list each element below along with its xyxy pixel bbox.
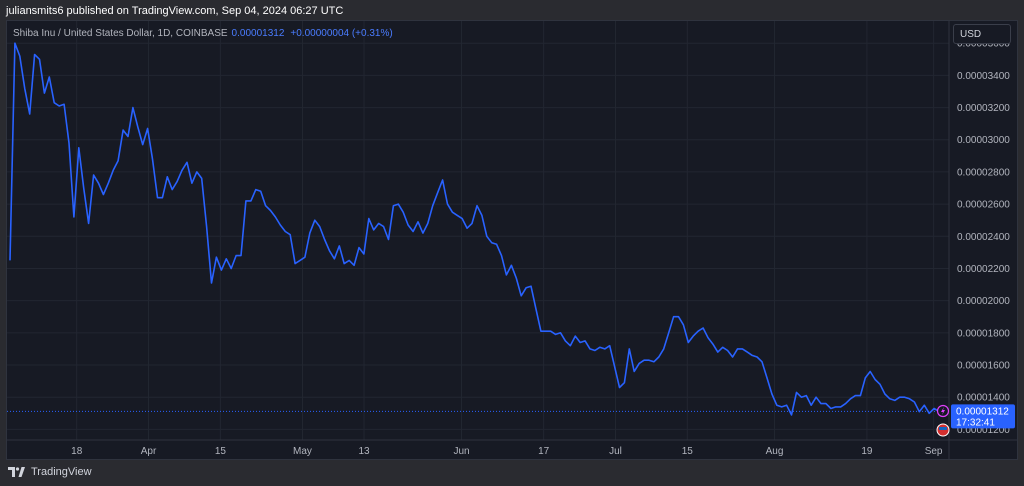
x-tick-label: May xyxy=(293,446,312,457)
chart-panel[interactable]: 0.00001200 0.00001400 0.00001600 0.00001800… xyxy=(6,20,1018,460)
footer-brand: TradingView xyxy=(31,466,92,478)
y-tick-label: 0.00001600 xyxy=(957,361,1010,372)
x-tick-label: 15 xyxy=(682,446,694,457)
x-tick-label: 18 xyxy=(71,446,83,457)
x-tick-label: Jul xyxy=(609,446,622,457)
tradingview-icon xyxy=(8,467,25,477)
y-tick-label: 0.00001200 xyxy=(957,425,1010,436)
y-tick-label: 0.00002800 xyxy=(957,167,1010,178)
chart-legend: Shiba Inu / United States Dollar, 1D, CO… xyxy=(13,28,393,39)
legend-price: 0.00001312 xyxy=(231,28,285,39)
flag-icon xyxy=(939,427,947,430)
x-tick-label: Apr xyxy=(141,446,157,457)
y-tick-label: 0.00003200 xyxy=(957,103,1010,114)
y-tick-label: 0.00003600 xyxy=(957,39,1010,50)
x-tick-label: Aug xyxy=(766,446,784,457)
tradingview-logo[interactable]: TradingView xyxy=(8,466,92,478)
x-tick-label: Sep xyxy=(925,446,943,457)
y-axis: 0.00001200 0.00001400 0.00001600 0.00001800… xyxy=(957,39,1010,436)
y-tick-label: 0.00001400 xyxy=(957,393,1010,404)
x-tick-label: 17 xyxy=(538,446,550,457)
symbol-label: Shiba Inu / United States Dollar, 1D, CO… xyxy=(13,28,228,39)
x-tick-label: 19 xyxy=(861,446,873,457)
x-tick-label: 13 xyxy=(358,446,370,457)
y-tick-label: 0.00002600 xyxy=(957,200,1010,211)
y-tick-label: 0.00003000 xyxy=(957,135,1010,146)
x-axis: 18 Apr 15 May 13 Jun 17 Jul 15 Aug 19 Sep xyxy=(71,446,943,457)
y-tick-label: 0.00002400 xyxy=(957,232,1010,243)
badge-price: 0.00001312 xyxy=(956,406,1009,417)
x-tick-label: Jun xyxy=(453,446,469,457)
price-series xyxy=(7,42,949,416)
y-tick-label: 0.00002200 xyxy=(957,264,1010,275)
price-chart[interactable]: 0.00001200 0.00001400 0.00001600 0.00001800… xyxy=(7,21,1018,460)
y-tick-label: 0.00003400 xyxy=(957,71,1010,82)
currency-button[interactable]: USD xyxy=(953,24,1011,44)
badge-countdown: 17:32:41 xyxy=(956,417,995,428)
lightning-icon xyxy=(941,407,945,415)
x-tick-label: 15 xyxy=(215,446,227,457)
publisher-caption: juliansmits6 published on TradingView.co… xyxy=(6,5,344,17)
price-line[interactable] xyxy=(9,42,940,416)
y-tick-label: 0.00001800 xyxy=(957,328,1010,339)
grid-lines xyxy=(7,21,1017,459)
legend-change: +0.00000004 (+0.31%) xyxy=(290,28,393,39)
price-badge xyxy=(951,404,1015,429)
y-tick-label: 0.00002000 xyxy=(957,296,1010,307)
